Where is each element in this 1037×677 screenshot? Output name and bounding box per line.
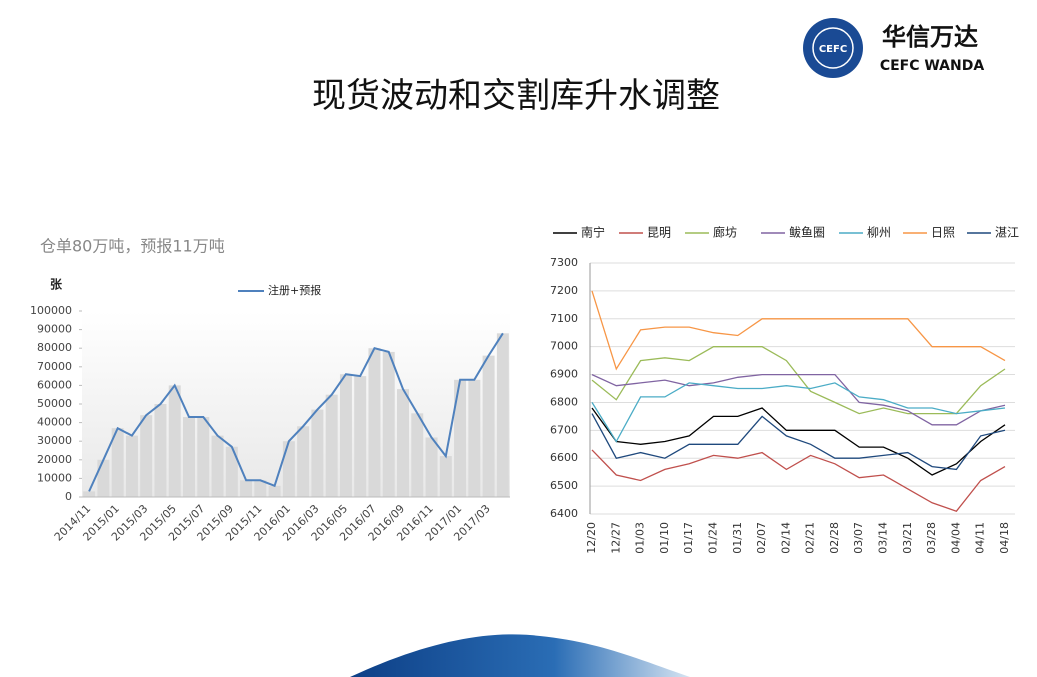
legend-label: 鲅鱼圈 [789, 226, 825, 240]
bar [297, 426, 310, 497]
series-line [591, 382, 1006, 443]
x-tick-label: 04/18 [998, 522, 1011, 554]
legend-label: 南宁 [581, 225, 605, 240]
y-tick-label: 7000 [550, 340, 578, 353]
slide-title: 现货波动和交割库升水调整 [312, 76, 720, 116]
legend-label: 湛江 [995, 226, 1019, 240]
series-line [591, 373, 1006, 426]
x-tick-label: 02/28 [828, 522, 841, 554]
x-tick-label: 02/21 [804, 522, 817, 554]
bar [125, 435, 138, 497]
y-tick-label: 30000 [37, 434, 72, 447]
bar [439, 456, 452, 497]
y-axis-label: 张 [50, 277, 63, 292]
x-tick-label: 02/14 [779, 522, 792, 554]
x-tick-label: 02/07 [755, 522, 768, 554]
bar [97, 459, 110, 497]
bar [397, 389, 409, 497]
bar [140, 415, 153, 497]
x-tick-label: 03/07 [852, 522, 865, 554]
bar [482, 355, 495, 497]
plot-background [82, 311, 510, 497]
bar [268, 485, 281, 497]
bar [454, 379, 467, 497]
bar [282, 441, 295, 497]
x-tick-label: 03/14 [877, 522, 890, 554]
logo-badge-text: CEFC [819, 44, 847, 55]
bar [254, 480, 267, 497]
logo-en: CEFC WANDA [880, 58, 985, 74]
logo-cn: 华信万达 [882, 23, 978, 51]
y-tick-label: 6800 [550, 395, 578, 408]
bar [339, 374, 352, 497]
bar [411, 413, 424, 497]
y-tick-label: 7100 [550, 312, 578, 325]
y-tick-label: 7300 [550, 256, 578, 269]
series-line [88, 332, 504, 492]
bar [183, 417, 195, 497]
bar [311, 409, 324, 497]
y-tick-label: 80000 [37, 341, 72, 354]
legend-label: 注册+预报 [268, 283, 321, 297]
decor-wave [350, 634, 690, 677]
y-tick-label: 6400 [550, 507, 578, 520]
x-tick-label: 01/10 [658, 522, 671, 554]
bar [211, 435, 224, 497]
series-line [591, 449, 1006, 512]
series-line [591, 407, 1006, 476]
y-tick-label: 40000 [37, 416, 72, 429]
x-tick-label: 04/04 [949, 522, 962, 554]
bar [382, 351, 395, 497]
y-tick-label: 60000 [37, 378, 72, 391]
bar [240, 480, 253, 497]
bar [325, 394, 338, 497]
bar [368, 348, 381, 497]
y-tick-label: 7200 [550, 284, 578, 297]
y-tick-label: 6500 [550, 479, 578, 492]
x-tick-label: 12/27 [609, 522, 622, 554]
x-tick-label: 04/11 [974, 522, 987, 554]
y-tick-label: 70000 [37, 360, 72, 373]
series-line [591, 346, 1006, 415]
bar [197, 417, 210, 497]
bar [111, 428, 124, 497]
legend-label: 日照 [931, 226, 955, 240]
y-tick-label: 10000 [37, 471, 72, 484]
bar [225, 446, 238, 497]
bar [354, 376, 367, 497]
x-tick-label: 01/24 [706, 522, 719, 554]
x-tick-label: 01/17 [682, 522, 695, 554]
legend-label: 廊坊 [713, 225, 737, 240]
y-tick-label: 90000 [37, 323, 72, 336]
y-tick-label: 0 [65, 490, 72, 503]
y-tick-label: 6600 [550, 451, 578, 464]
x-tick-label: 01/31 [731, 522, 744, 554]
x-tick-label: 03/28 [925, 522, 938, 554]
x-tick-label: 01/03 [634, 522, 647, 554]
legend-label: 柳州 [867, 226, 891, 240]
y-tick-label: 6900 [550, 368, 578, 381]
bar [468, 379, 481, 497]
x-tick-label: 03/21 [901, 522, 914, 554]
y-tick-label: 6700 [550, 423, 578, 436]
legend-label: 昆明 [647, 226, 671, 240]
bar [83, 491, 96, 497]
bar [154, 404, 167, 497]
y-tick-label: 50000 [37, 397, 72, 410]
series-line [591, 413, 1006, 471]
series-line [591, 290, 1006, 371]
bar [168, 385, 181, 497]
x-tick-label: 12/20 [585, 522, 598, 554]
y-tick-label: 100000 [30, 304, 72, 317]
logo-ring [812, 27, 854, 69]
chart-subtitle: 仓单80万吨，预报11万吨 [40, 237, 225, 256]
bar [496, 333, 509, 497]
logo-badge [803, 18, 863, 78]
y-tick-label: 20000 [37, 453, 72, 466]
bar [425, 437, 438, 497]
